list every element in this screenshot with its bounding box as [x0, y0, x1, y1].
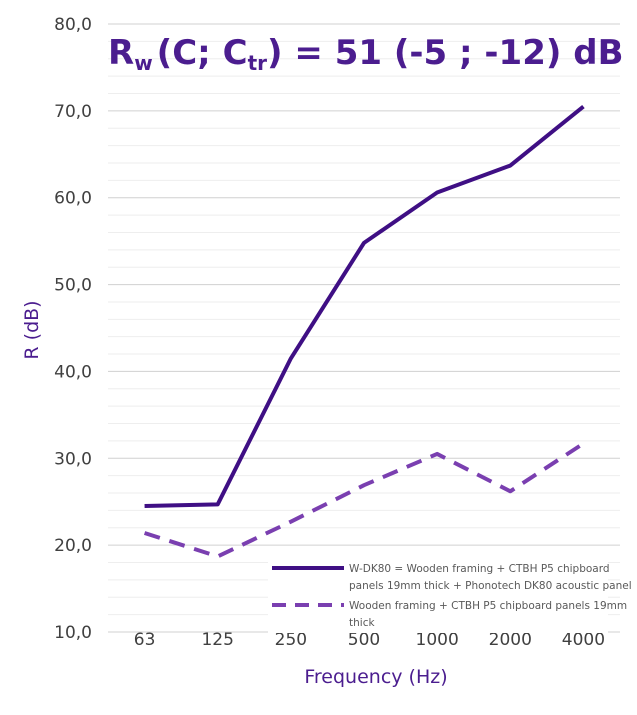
x-tick-label: 250 [275, 630, 307, 650]
y-tick-label: 10,0 [54, 623, 92, 643]
y-tick-label: 20,0 [54, 536, 92, 556]
series-line-wdk80 [144, 104, 585, 509]
legend-label-wdk80-line2: panels 19mm thick + Phonotech DK80 acous… [349, 580, 632, 592]
x-tick-label: 63 [134, 630, 156, 650]
x-axis-label: Frequency (Hz) [304, 666, 447, 688]
y-tick-label: 80,0 [54, 15, 92, 35]
x-tick-label: 4000 [562, 630, 605, 650]
x-tick-label: 2000 [489, 630, 532, 650]
y-tick-label: 50,0 [54, 276, 92, 296]
x-tick-label: 1000 [416, 630, 459, 650]
title-sub-tr: tr [248, 51, 268, 75]
y-tick-label: 40,0 [54, 362, 92, 382]
y-axis-label: R (dB) [21, 300, 43, 359]
x-tick-label: 125 [201, 630, 233, 650]
legend: W-DK80 = Wooden framing + CTBH P5 chipbo… [268, 557, 632, 633]
chart-title: Rw (C; Ctr) = 51 (-5 ; -12) dB [108, 33, 624, 75]
series-line-wooden-framing [143, 441, 585, 559]
x-axis-ticks: 63 125 250 500 1000 2000 4000 [134, 630, 605, 650]
title-sub-w: w [134, 51, 152, 75]
legend-label-wdk80-line1: W-DK80 = Wooden framing + CTBH P5 chipbo… [349, 563, 610, 575]
y-tick-label: 70,0 [54, 102, 92, 122]
series-group [143, 104, 585, 559]
y-tick-label: 30,0 [54, 449, 92, 469]
x-tick-label: 500 [348, 630, 380, 650]
y-tick-label: 60,0 [54, 189, 92, 209]
title-r: R [108, 33, 134, 73]
title-rest: ) = 51 (-5 ; -12) dB [267, 33, 624, 73]
title-c: (C; C [157, 33, 248, 73]
legend-label-wdk80: W-DK80 = Wooden framing + CTBH P5 chipbo… [349, 563, 632, 592]
grid [108, 23, 620, 633]
legend-label-wooden-framing: Wooden framing + CTBH P5 chipboard panel… [349, 600, 630, 629]
legend-label-wooden-framing-line2: thick [349, 617, 375, 629]
y-axis-ticks: 10,0 20,0 30,0 40,0 50,0 60,0 70,0 80,0 [54, 15, 92, 643]
legend-label-wooden-framing-line1: Wooden framing + CTBH P5 chipboard panel… [349, 600, 627, 612]
